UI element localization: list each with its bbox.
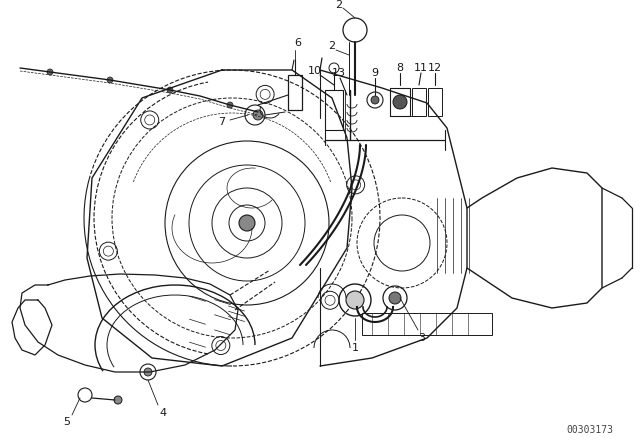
Circle shape bbox=[371, 96, 379, 104]
Text: 7: 7 bbox=[218, 117, 225, 127]
Text: 3: 3 bbox=[419, 333, 426, 343]
Circle shape bbox=[389, 292, 401, 304]
Circle shape bbox=[253, 110, 263, 120]
Text: 2: 2 bbox=[335, 0, 342, 10]
Circle shape bbox=[47, 69, 53, 75]
Circle shape bbox=[346, 291, 364, 309]
Text: 2: 2 bbox=[328, 41, 335, 51]
Text: 12: 12 bbox=[428, 63, 442, 73]
Bar bbox=[288, 75, 302, 110]
Text: 5: 5 bbox=[63, 417, 70, 427]
Text: 6: 6 bbox=[294, 38, 301, 48]
Text: 11: 11 bbox=[414, 63, 428, 73]
Bar bbox=[390, 88, 410, 116]
Bar bbox=[428, 88, 442, 116]
Circle shape bbox=[227, 102, 233, 108]
Bar bbox=[362, 313, 492, 335]
Circle shape bbox=[107, 77, 113, 83]
Circle shape bbox=[114, 396, 122, 404]
Text: 8: 8 bbox=[396, 63, 404, 73]
Text: 00303173: 00303173 bbox=[566, 425, 614, 435]
Text: 10: 10 bbox=[308, 66, 322, 76]
Text: 13: 13 bbox=[332, 68, 346, 78]
Circle shape bbox=[144, 368, 152, 376]
Text: 4: 4 bbox=[159, 408, 166, 418]
Bar bbox=[412, 88, 426, 116]
Text: 1: 1 bbox=[351, 343, 358, 353]
Circle shape bbox=[393, 95, 407, 109]
Circle shape bbox=[167, 87, 173, 93]
Circle shape bbox=[239, 215, 255, 231]
Bar bbox=[325, 90, 343, 130]
Text: 9: 9 bbox=[371, 68, 379, 78]
